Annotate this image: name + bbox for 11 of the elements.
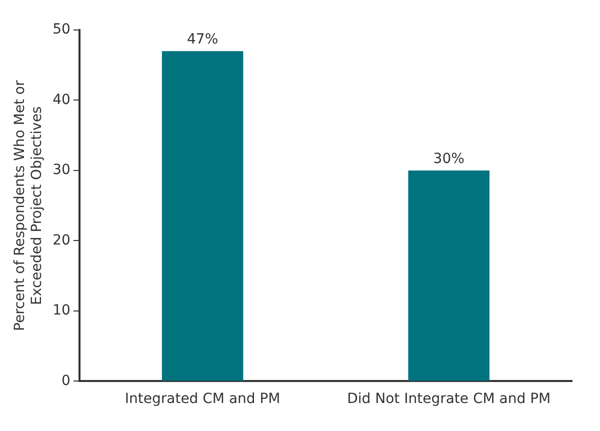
y-tick-label: 20 <box>52 232 70 248</box>
y-axis-title: Percent of Respondents Who Met or Exceeded Project Objectives <box>12 80 45 331</box>
y-tick-label: 10 <box>52 302 70 319</box>
x-tick-label: Did Not Integrate CM and PM <box>347 391 551 408</box>
y-tick-label: 30 <box>52 162 70 178</box>
data-label: 47% <box>187 32 218 48</box>
y-tick-label: 50 <box>52 22 70 38</box>
x-tick-label: Integrated CM and PM <box>124 391 280 408</box>
y-tick-label: 40 <box>52 92 70 108</box>
data-label: 30% <box>433 151 464 168</box>
y-tick-label: 0 <box>61 372 70 389</box>
